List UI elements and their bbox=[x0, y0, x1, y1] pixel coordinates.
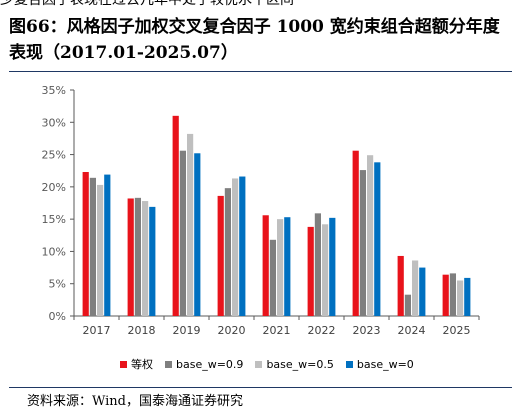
bar-2017-1 bbox=[82, 172, 89, 316]
bar-chart: 0% 5% 10% 15% 20% 25% 30% 35% 2017 2018 2019 2020 20… bbox=[42, 84, 480, 337]
legend-item-4: base_w=0 bbox=[345, 357, 414, 371]
figure-title: 图66：风格因子加权交叉复合因子 1000 宽约束组合超额分年度表现（2017.… bbox=[9, 17, 500, 63]
legend-label: base_w=0 bbox=[356, 357, 414, 371]
bar-2023-2 bbox=[359, 170, 366, 316]
bar-2020-2 bbox=[224, 188, 231, 316]
bar-2021-1 bbox=[262, 215, 269, 316]
y-tick-label: 15% bbox=[42, 213, 66, 226]
x-tick-label: 2017 bbox=[83, 324, 111, 337]
legend-label: 等权 bbox=[131, 358, 153, 371]
bar-2019-1 bbox=[172, 115, 179, 316]
legend-item-1: 等权 bbox=[120, 356, 153, 372]
x-tick-label: 2025 bbox=[443, 324, 471, 337]
bar-2020-4 bbox=[239, 176, 246, 316]
x-tick-label: 2021 bbox=[263, 324, 291, 337]
x-tick-label: 2022 bbox=[308, 324, 336, 337]
y-tick-label: 25% bbox=[42, 149, 66, 162]
legend-label: base_w=0.5 bbox=[266, 357, 334, 371]
x-tick-label: 2024 bbox=[398, 324, 426, 337]
top-rule bbox=[9, 71, 512, 72]
y-tick-label: 30% bbox=[42, 116, 66, 129]
chart-legend: 等权 base_w=0.9 base_w=0.5 base_w=0 bbox=[120, 356, 426, 372]
bar-2022-2 bbox=[314, 213, 321, 316]
bar-2018-4 bbox=[149, 206, 156, 316]
y-tick-label: 20% bbox=[42, 181, 66, 194]
x-tick-label: 2023 bbox=[353, 324, 381, 337]
bar-2022-1 bbox=[307, 226, 314, 316]
bar-2017-3 bbox=[97, 184, 104, 316]
x-tick-label: 2019 bbox=[173, 324, 201, 337]
source-note: 资料来源：Wind，国泰海通证券研究 bbox=[27, 394, 243, 409]
bar-2023-3 bbox=[367, 155, 374, 316]
bar-2025-4 bbox=[464, 277, 471, 316]
bar-2017-2 bbox=[89, 177, 96, 316]
bar-2022-3 bbox=[322, 224, 329, 316]
bar-2021-3 bbox=[277, 219, 284, 316]
x-tick-label: 2018 bbox=[128, 324, 156, 337]
bar-2022-4 bbox=[329, 217, 336, 316]
bar-2019-3 bbox=[187, 133, 194, 316]
bar-2024-1 bbox=[397, 255, 404, 316]
bar-2025-1 bbox=[442, 274, 449, 316]
bar-2024-4 bbox=[419, 267, 426, 316]
bar-2020-3 bbox=[232, 178, 239, 316]
y-tick-label: 35% bbox=[42, 84, 66, 97]
legend-swatch bbox=[345, 360, 353, 368]
bar-2024-3 bbox=[412, 260, 419, 316]
bar-2018-2 bbox=[134, 197, 141, 316]
bar-2021-2 bbox=[269, 239, 276, 316]
y-tick-label: 10% bbox=[42, 245, 66, 258]
bar-2024-2 bbox=[404, 294, 411, 316]
bar-2023-1 bbox=[352, 150, 359, 316]
legend-swatch bbox=[255, 360, 263, 368]
bar-2025-2 bbox=[449, 273, 456, 316]
legend-swatch bbox=[120, 360, 127, 368]
bar-2025-3 bbox=[457, 280, 464, 316]
bar-2019-4 bbox=[194, 153, 201, 316]
legend-item-3: base_w=0.5 bbox=[255, 357, 334, 371]
bar-2018-3 bbox=[142, 201, 149, 316]
bar-2017-4 bbox=[104, 174, 111, 316]
legend-label: base_w=0.9 bbox=[176, 357, 244, 371]
bar-2021-4 bbox=[284, 217, 291, 316]
bar-2019-2 bbox=[179, 150, 186, 316]
bar-2018-1 bbox=[127, 198, 134, 316]
legend-item-2: base_w=0.9 bbox=[165, 358, 243, 371]
bar-2020-1 bbox=[217, 195, 224, 316]
x-tick-label: 2020 bbox=[218, 324, 246, 337]
clipped-paragraph-text: 少复合因子表现在过去几年中处于较优水平区间 bbox=[0, 0, 294, 8]
y-tick-label: 0% bbox=[49, 310, 66, 323]
legend-swatch bbox=[165, 360, 172, 368]
y-tick-label: 5% bbox=[49, 278, 66, 291]
bar-2023-4 bbox=[374, 162, 381, 316]
bottom-rule bbox=[9, 387, 512, 388]
